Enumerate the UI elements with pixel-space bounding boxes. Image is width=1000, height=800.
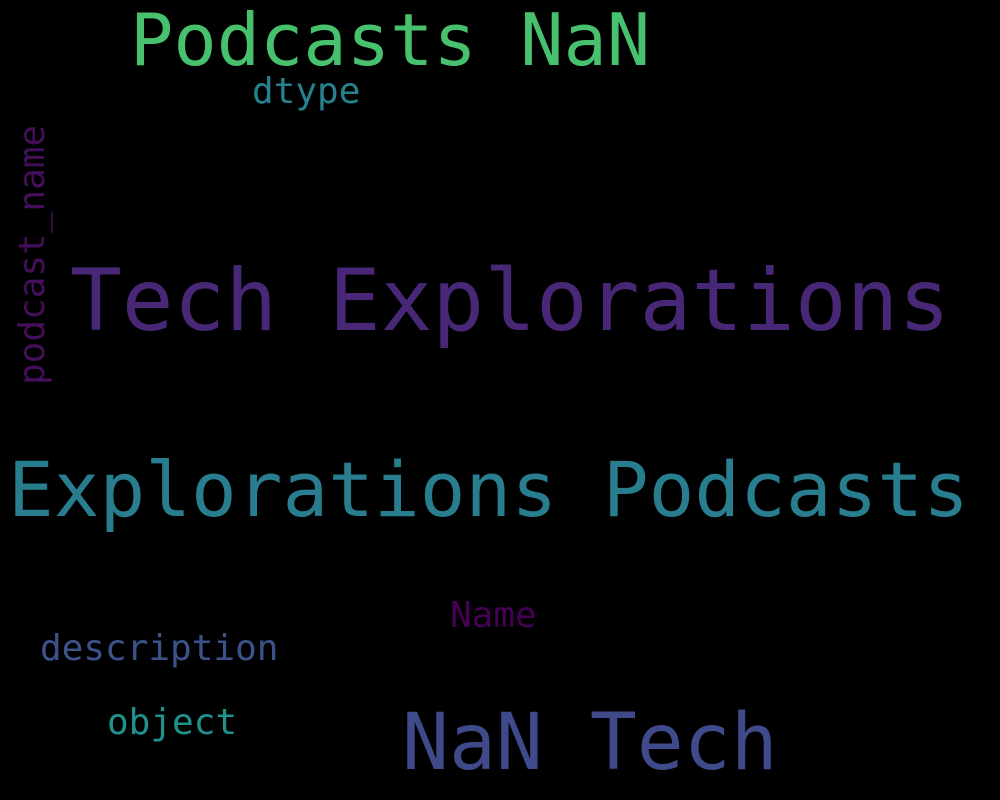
word-tech-explorations: Tech Explorations [70, 251, 951, 351]
word-podcast-name: podcast_name [12, 124, 53, 385]
word-nan-tech: NaN Tech [402, 698, 778, 788]
word-name: Name [450, 595, 537, 636]
word-dtype: dtype [252, 71, 361, 112]
word-description: description [40, 628, 279, 669]
word-podcasts-nan: Podcasts NaN [130, 0, 651, 82]
word-object: object [107, 702, 238, 743]
word-explorations-podcasts: Explorations Podcasts [8, 445, 969, 534]
